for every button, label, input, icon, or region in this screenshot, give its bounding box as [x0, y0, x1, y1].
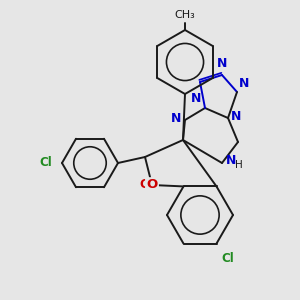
Text: CH₃: CH₃ [175, 10, 195, 20]
Text: H: H [235, 160, 243, 170]
Text: N: N [190, 92, 201, 105]
Text: N: N [217, 57, 227, 70]
Text: Cl: Cl [39, 157, 52, 169]
Text: N: N [171, 112, 181, 124]
Text: O: O [146, 178, 158, 191]
Text: Cl: Cl [222, 251, 234, 265]
Text: N: N [231, 110, 242, 122]
Text: O: O [140, 178, 150, 191]
Text: N: N [239, 77, 249, 90]
Text: N: N [226, 154, 236, 167]
